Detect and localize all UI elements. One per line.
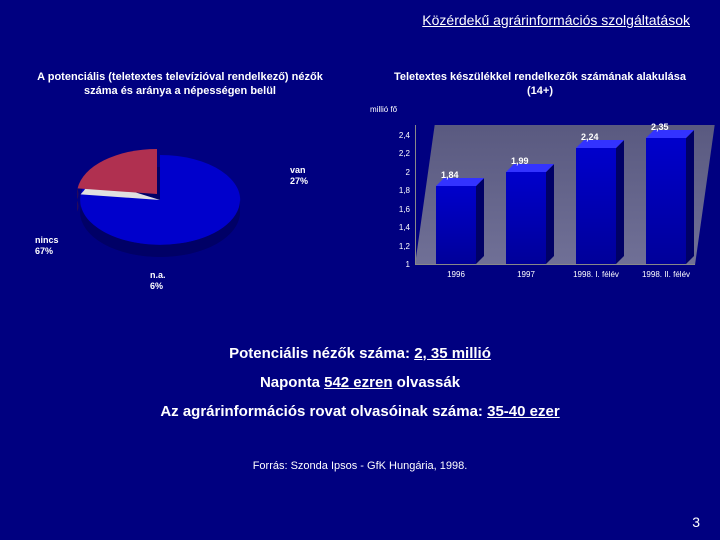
x-tick-0: 1996 [431, 270, 481, 279]
summary-1-value: 2, 35 millió [414, 345, 491, 362]
summary-3-value: 35-40 ezer [487, 403, 560, 420]
bar-value-1: 1,99 [511, 156, 529, 166]
bar-value-0: 1,84 [441, 170, 459, 180]
summary-3-prefix: Az agrárinformációs rovat olvasóinak szá… [160, 403, 487, 420]
bar-chart: 1,84 1,99 2,24 [390, 125, 700, 285]
y-tick-4: 1,8 [390, 186, 410, 195]
pie-chart-title: A potenciális (teletextes televízióval r… [0, 70, 360, 99]
bar-chart-panel: Teletextes készülékkel rendelkezők számá… [360, 70, 720, 310]
y-tick-1: 1,2 [390, 242, 410, 251]
summary-2-prefix: Naponta [260, 374, 324, 391]
y-tick-2: 1,4 [390, 223, 410, 232]
summary-block: Potenciális nézők száma: 2, 35 millió Na… [0, 345, 720, 432]
pie-label-na: n.a.6% [150, 270, 166, 292]
summary-line-1: Potenciális nézők száma: 2, 35 millió [0, 345, 720, 362]
summary-2-value: 542 ezren [324, 374, 392, 391]
summary-line-2: Naponta 542 ezren olvassák [0, 374, 720, 391]
y-tick-7: 2,4 [390, 131, 410, 140]
page-number: 3 [692, 514, 700, 530]
pie-chart [60, 120, 260, 280]
y-tick-6: 2,2 [390, 149, 410, 158]
x-tick-3: 1998. II. félév [636, 270, 696, 279]
bar-unit-label: millió fő [370, 105, 397, 114]
pie-label-nincs: nincs67% [35, 235, 59, 257]
bar-value-3: 2,35 [651, 122, 669, 132]
page-header: Közérdekű agrárinformációs szolgáltatáso… [422, 12, 690, 28]
bar-plot-area: 1,84 1,99 2,24 [415, 125, 695, 265]
x-tick-2: 1998. I. félév [566, 270, 626, 279]
charts-row: A potenciális (teletextes televízióval r… [0, 70, 720, 310]
y-tick-5: 2 [390, 168, 410, 177]
summary-1-prefix: Potenciális nézők száma: [229, 345, 414, 362]
pie-label-van: van27% [290, 165, 308, 187]
x-tick-1: 1997 [501, 270, 551, 279]
summary-2-suffix: olvassák [393, 374, 461, 391]
pie-chart-panel: A potenciális (teletextes televízióval r… [0, 70, 360, 310]
source-citation: Forrás: Szonda Ipsos - GfK Hungária, 199… [0, 460, 720, 472]
summary-line-3: Az agrárinformációs rovat olvasóinak szá… [0, 403, 720, 420]
bar-value-2: 2,24 [581, 132, 599, 142]
bar-chart-title: Teletextes készülékkel rendelkezők számá… [360, 70, 720, 99]
y-tick-3: 1,6 [390, 205, 410, 214]
y-tick-0: 1 [390, 260, 410, 269]
